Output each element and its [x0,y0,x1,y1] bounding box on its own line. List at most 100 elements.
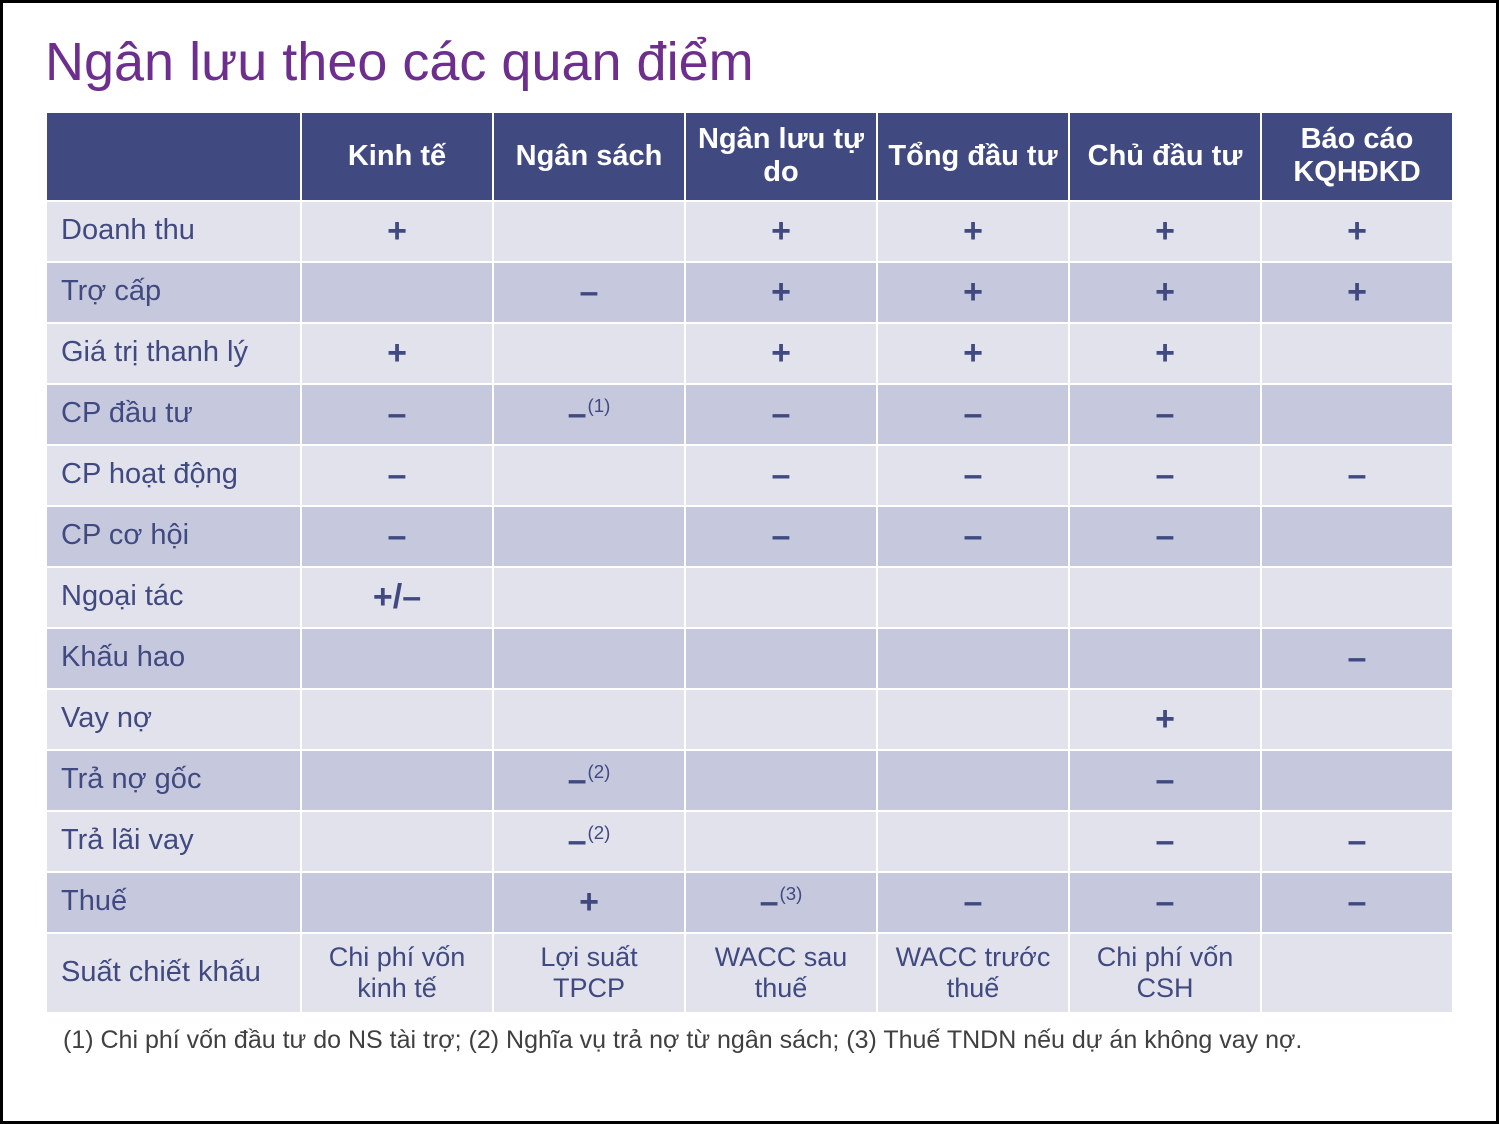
column-header-blank [46,112,301,201]
table-cell: – [877,506,1069,567]
footnote-text: (1) Chi phí vốn đầu tư do NS tài trợ; (2… [45,1026,1454,1055]
table-cell: – [685,384,877,445]
table-cell: – [1261,811,1453,872]
table-cell: – [301,384,493,445]
table-cell: + [685,201,877,262]
table-cell: + [685,323,877,384]
table-cell: WACC sau thuế [685,933,877,1013]
table-cell: – [301,506,493,567]
table-cell [1261,689,1453,750]
table-cell: WACC trước thuế [877,933,1069,1013]
table-row: Vay nợ + [46,689,1453,750]
table-cell [1261,506,1453,567]
row-label: Suất chiết khấu [46,933,301,1013]
table-cell [877,689,1069,750]
table-cell: – [877,872,1069,933]
table-cell [493,628,685,689]
table-cell: – [1069,506,1261,567]
table-row: CP đầu tư––(1)––– [46,384,1453,445]
table-cell [1261,933,1453,1013]
table-cell [1261,384,1453,445]
table-cell [301,262,493,323]
table-row: Ngoại tác+/– [46,567,1453,628]
column-header: Chủ đầu tư [1069,112,1261,201]
table-cell: + [493,872,685,933]
table-cell: + [1069,323,1261,384]
table-cell [493,506,685,567]
table-row: CP hoạt động––––– [46,445,1453,506]
row-label: CP cơ hội [46,506,301,567]
table-cell: –(2) [493,750,685,811]
table-cell: – [685,506,877,567]
table-cell [877,811,1069,872]
table-cell [301,872,493,933]
column-header: Ngân lưu tự do [685,112,877,201]
table-cell: – [877,445,1069,506]
table-cell: – [1069,445,1261,506]
table-cell: – [1069,750,1261,811]
table-cell: – [877,384,1069,445]
row-label: CP hoạt động [46,445,301,506]
table-cell [877,567,1069,628]
row-label: Trả lãi vay [46,811,301,872]
table-row: Giá trị thanh lý++++ [46,323,1453,384]
table-row: Suất chiết khấuChi phí vốn kinh tếLợi su… [46,933,1453,1013]
row-label: Khấu hao [46,628,301,689]
row-label: Giá trị thanh lý [46,323,301,384]
table-row: Khấu hao – [46,628,1453,689]
table-cell [493,445,685,506]
cashflow-table: Kinh tếNgân sáchNgân lưu tự doTổng đầu t… [45,111,1454,1014]
table-cell [493,201,685,262]
row-label: Ngoại tác [46,567,301,628]
row-label: Trợ cấp [46,262,301,323]
table-cell: –(1) [493,384,685,445]
table-cell: – [493,262,685,323]
table-cell [493,689,685,750]
page-title: Ngân lưu theo các quan điểm [45,31,1454,93]
column-header: Báo cáo KQHĐKD [1261,112,1453,201]
table-row: Doanh thu+++++ [46,201,1453,262]
table-cell: + [1069,262,1261,323]
table-cell [493,323,685,384]
table-cell [301,628,493,689]
table-cell: + [877,201,1069,262]
table-cell [685,750,877,811]
table-cell: – [1261,628,1453,689]
row-label: CP đầu tư [46,384,301,445]
column-header: Ngân sách [493,112,685,201]
table-cell: + [1069,201,1261,262]
table-cell [1261,323,1453,384]
table-cell: Chi phí vốn CSH [1069,933,1261,1013]
table-cell [301,750,493,811]
table-body: Doanh thu+++++Trợ cấp–++++Giá trị thanh … [46,201,1453,1013]
table-cell: – [1069,872,1261,933]
table-row: Trợ cấp–++++ [46,262,1453,323]
table-cell: Chi phí vốn kinh tế [301,933,493,1013]
table-cell [685,689,877,750]
table-cell: + [1069,689,1261,750]
table-cell: – [1261,445,1453,506]
table-cell [1261,750,1453,811]
table-cell: + [1261,262,1453,323]
row-label: Thuế [46,872,301,933]
table-cell [301,811,493,872]
table-cell: – [301,445,493,506]
table-row: Thuế+–(3)––– [46,872,1453,933]
table-cell: –(2) [493,811,685,872]
table-row: Trả lãi vay –(2) –– [46,811,1453,872]
table-cell [685,567,877,628]
table-cell: Lợi suất TPCP [493,933,685,1013]
table-cell [877,628,1069,689]
table-cell: – [1069,811,1261,872]
row-label: Doanh thu [46,201,301,262]
table-row: CP cơ hội–––– [46,506,1453,567]
table-header: Kinh tếNgân sáchNgân lưu tự doTổng đầu t… [46,112,1453,201]
table-cell: + [685,262,877,323]
table-cell [493,567,685,628]
table-cell: +/– [301,567,493,628]
row-label: Trả nợ gốc [46,750,301,811]
column-header: Tổng đầu tư [877,112,1069,201]
table-cell: + [877,323,1069,384]
row-label: Vay nợ [46,689,301,750]
column-header: Kinh tế [301,112,493,201]
